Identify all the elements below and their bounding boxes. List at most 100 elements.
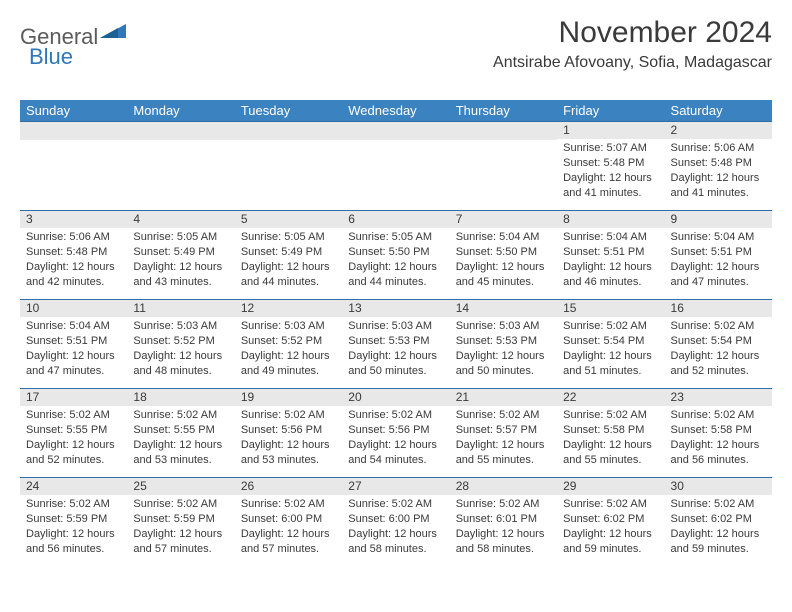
- sunrise-text: Sunrise: 5:04 AM: [671, 230, 766, 245]
- daylight-text: Daylight: 12 hours and 46 minutes.: [563, 260, 658, 290]
- day-number: 18: [127, 389, 234, 406]
- day-number: 29: [557, 478, 664, 495]
- empty-daynum-bar: [20, 122, 127, 140]
- sunrise-text: Sunrise: 5:05 AM: [241, 230, 336, 245]
- daylight-text: Daylight: 12 hours and 55 minutes.: [456, 438, 551, 468]
- daylight-text: Daylight: 12 hours and 59 minutes.: [563, 527, 658, 557]
- day-body: Sunrise: 5:03 AMSunset: 5:53 PMDaylight:…: [342, 317, 449, 382]
- sunrise-text: Sunrise: 5:02 AM: [456, 408, 551, 423]
- day-number: 22: [557, 389, 664, 406]
- sunset-text: Sunset: 5:49 PM: [241, 245, 336, 260]
- day-number: 6: [342, 211, 449, 228]
- sunset-text: Sunset: 5:49 PM: [133, 245, 228, 260]
- day-body: Sunrise: 5:04 AMSunset: 5:51 PMDaylight:…: [557, 228, 664, 293]
- sunset-text: Sunset: 5:51 PM: [671, 245, 766, 260]
- day-cell: 2Sunrise: 5:06 AMSunset: 5:48 PMDaylight…: [665, 122, 772, 210]
- sunset-text: Sunset: 6:02 PM: [671, 512, 766, 527]
- sunrise-text: Sunrise: 5:07 AM: [563, 141, 658, 156]
- daylight-text: Daylight: 12 hours and 47 minutes.: [671, 260, 766, 290]
- sunset-text: Sunset: 5:48 PM: [26, 245, 121, 260]
- sunrise-text: Sunrise: 5:02 AM: [563, 497, 658, 512]
- day-cell: 30Sunrise: 5:02 AMSunset: 6:02 PMDayligh…: [665, 478, 772, 566]
- day-number: 23: [665, 389, 772, 406]
- day-cell: [127, 122, 234, 210]
- daylight-text: Daylight: 12 hours and 54 minutes.: [348, 438, 443, 468]
- month-title: November 2024: [493, 16, 772, 50]
- day-number: 26: [235, 478, 342, 495]
- daylight-text: Daylight: 12 hours and 51 minutes.: [563, 349, 658, 379]
- day-body: Sunrise: 5:04 AMSunset: 5:51 PMDaylight:…: [665, 228, 772, 293]
- day-cell: 24Sunrise: 5:02 AMSunset: 5:59 PMDayligh…: [20, 478, 127, 566]
- day-body: Sunrise: 5:02 AMSunset: 5:55 PMDaylight:…: [127, 406, 234, 471]
- header: General November 2024 Antsirabe Afovoany…: [20, 16, 772, 72]
- sunrise-text: Sunrise: 5:02 AM: [133, 497, 228, 512]
- day-body: Sunrise: 5:07 AMSunset: 5:48 PMDaylight:…: [557, 139, 664, 204]
- sunrise-text: Sunrise: 5:02 AM: [563, 319, 658, 334]
- week-row: 24Sunrise: 5:02 AMSunset: 5:59 PMDayligh…: [20, 477, 772, 566]
- sunrise-text: Sunrise: 5:04 AM: [563, 230, 658, 245]
- sunrise-text: Sunrise: 5:03 AM: [348, 319, 443, 334]
- daylight-text: Daylight: 12 hours and 52 minutes.: [26, 438, 121, 468]
- day-number: 24: [20, 478, 127, 495]
- day-cell: 6Sunrise: 5:05 AMSunset: 5:50 PMDaylight…: [342, 211, 449, 299]
- sunrise-text: Sunrise: 5:06 AM: [26, 230, 121, 245]
- daylight-text: Daylight: 12 hours and 57 minutes.: [133, 527, 228, 557]
- dow-cell: Thursday: [450, 100, 557, 121]
- sunset-text: Sunset: 5:56 PM: [241, 423, 336, 438]
- day-cell: 3Sunrise: 5:06 AMSunset: 5:48 PMDaylight…: [20, 211, 127, 299]
- title-block: November 2024 Antsirabe Afovoany, Sofia,…: [493, 16, 772, 72]
- sunrise-text: Sunrise: 5:03 AM: [456, 319, 551, 334]
- day-cell: 25Sunrise: 5:02 AMSunset: 5:59 PMDayligh…: [127, 478, 234, 566]
- daylight-text: Daylight: 12 hours and 43 minutes.: [133, 260, 228, 290]
- sunrise-text: Sunrise: 5:02 AM: [133, 408, 228, 423]
- sunrise-text: Sunrise: 5:02 AM: [671, 319, 766, 334]
- sunset-text: Sunset: 5:53 PM: [348, 334, 443, 349]
- sunset-text: Sunset: 5:54 PM: [671, 334, 766, 349]
- day-cell: 9Sunrise: 5:04 AMSunset: 5:51 PMDaylight…: [665, 211, 772, 299]
- calendar-page: General November 2024 Antsirabe Afovoany…: [0, 0, 792, 582]
- sunrise-text: Sunrise: 5:02 AM: [348, 408, 443, 423]
- sunrise-text: Sunrise: 5:02 AM: [671, 497, 766, 512]
- day-body: Sunrise: 5:02 AMSunset: 5:59 PMDaylight:…: [20, 495, 127, 560]
- day-body: Sunrise: 5:02 AMSunset: 5:56 PMDaylight:…: [235, 406, 342, 471]
- day-number: 15: [557, 300, 664, 317]
- day-cell: 26Sunrise: 5:02 AMSunset: 6:00 PMDayligh…: [235, 478, 342, 566]
- dow-cell: Wednesday: [342, 100, 449, 121]
- daylight-text: Daylight: 12 hours and 50 minutes.: [348, 349, 443, 379]
- sunset-text: Sunset: 5:59 PM: [26, 512, 121, 527]
- week-row: 1Sunrise: 5:07 AMSunset: 5:48 PMDaylight…: [20, 121, 772, 210]
- dow-cell: Saturday: [665, 100, 772, 121]
- day-cell: [450, 122, 557, 210]
- day-number: 1: [557, 122, 664, 139]
- logo-blue-line: Blue: [29, 44, 73, 70]
- day-cell: 23Sunrise: 5:02 AMSunset: 5:58 PMDayligh…: [665, 389, 772, 477]
- day-cell: [342, 122, 449, 210]
- day-cell: 1Sunrise: 5:07 AMSunset: 5:48 PMDaylight…: [557, 122, 664, 210]
- logo-text-blue: Blue: [29, 44, 73, 69]
- day-body: Sunrise: 5:02 AMSunset: 5:57 PMDaylight:…: [450, 406, 557, 471]
- sunrise-text: Sunrise: 5:02 AM: [241, 497, 336, 512]
- dow-cell: Monday: [127, 100, 234, 121]
- daylight-text: Daylight: 12 hours and 53 minutes.: [133, 438, 228, 468]
- sunset-text: Sunset: 5:58 PM: [563, 423, 658, 438]
- daylight-text: Daylight: 12 hours and 56 minutes.: [26, 527, 121, 557]
- daylight-text: Daylight: 12 hours and 56 minutes.: [671, 438, 766, 468]
- sunrise-text: Sunrise: 5:04 AM: [26, 319, 121, 334]
- day-body: Sunrise: 5:05 AMSunset: 5:50 PMDaylight:…: [342, 228, 449, 293]
- day-number: 4: [127, 211, 234, 228]
- sunset-text: Sunset: 5:52 PM: [133, 334, 228, 349]
- day-body: Sunrise: 5:02 AMSunset: 5:58 PMDaylight:…: [557, 406, 664, 471]
- sunset-text: Sunset: 5:59 PM: [133, 512, 228, 527]
- week-row: 17Sunrise: 5:02 AMSunset: 5:55 PMDayligh…: [20, 388, 772, 477]
- day-number: 9: [665, 211, 772, 228]
- day-body: Sunrise: 5:02 AMSunset: 6:00 PMDaylight:…: [342, 495, 449, 560]
- dow-cell: Friday: [557, 100, 664, 121]
- sunrise-text: Sunrise: 5:05 AM: [348, 230, 443, 245]
- day-body: Sunrise: 5:03 AMSunset: 5:53 PMDaylight:…: [450, 317, 557, 382]
- day-body: Sunrise: 5:02 AMSunset: 5:54 PMDaylight:…: [665, 317, 772, 382]
- day-body: Sunrise: 5:03 AMSunset: 5:52 PMDaylight:…: [235, 317, 342, 382]
- empty-daynum-bar: [127, 122, 234, 140]
- week-row: 3Sunrise: 5:06 AMSunset: 5:48 PMDaylight…: [20, 210, 772, 299]
- sunset-text: Sunset: 5:57 PM: [456, 423, 551, 438]
- dow-cell: Tuesday: [235, 100, 342, 121]
